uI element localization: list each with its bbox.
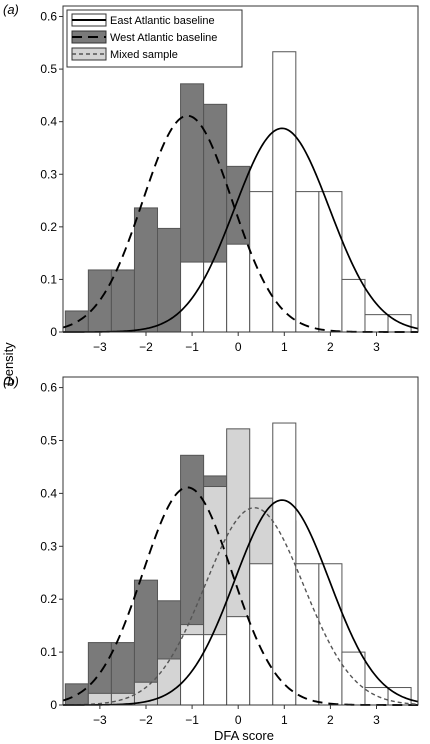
bar-east-atlantic-baseline [341, 651, 366, 706]
x-tick-label: −3 [93, 713, 107, 727]
legend-label: Mixed sample [110, 49, 178, 61]
y-tick-label: 0.3 [40, 539, 57, 553]
y-tick-label: 0.1 [40, 645, 57, 659]
y-tick-label: 0.2 [40, 220, 57, 234]
bar-mixed-sample [157, 658, 182, 706]
bar-east-atlantic-baseline [295, 563, 320, 706]
y-tick-label: 0.5 [40, 433, 57, 447]
x-tick-label: 3 [373, 340, 380, 354]
panel-b-label: (b) [3, 374, 19, 389]
x-tick-label: −3 [93, 340, 107, 354]
bar-east-atlantic-baseline [226, 616, 251, 706]
y-tick-label: 0.3 [40, 167, 57, 181]
legend-label: East Atlantic baseline [110, 15, 215, 27]
bar-east-atlantic-baseline [249, 563, 274, 706]
bar-east-atlantic-baseline [272, 51, 297, 333]
y-tick-label: 0.5 [40, 62, 57, 76]
bar-east-atlantic-baseline [364, 687, 389, 706]
bar-west-atlantic-baseline [87, 269, 112, 333]
bar-west-atlantic-baseline [110, 269, 135, 333]
bar-west-atlantic-baseline [157, 227, 182, 333]
y-tick-label: 0.2 [40, 592, 57, 606]
x-tick-label: 2 [327, 713, 334, 727]
legend: East Atlantic baseline West Atlantic base… [66, 9, 243, 68]
y-tick-label: 0.6 [40, 381, 57, 395]
bar-east-atlantic-baseline [272, 422, 297, 706]
density-curve-east-atlantic-baseline [62, 499, 419, 706]
y-tick-label: 0 [50, 698, 57, 712]
bar-east-atlantic-baseline [364, 314, 389, 333]
x-tick-label: −1 [185, 713, 199, 727]
legend-label: West Atlantic baseline [110, 32, 217, 44]
y-tick-label: 0.1 [40, 272, 57, 286]
bar-east-atlantic-baseline [295, 191, 320, 333]
panel-b-chart: 0 0.1 0.2 0.3 0.4 0.5 0.6 −3 −2 −1 0 1 2 3 [40, 376, 419, 727]
x-tick-label: −1 [185, 340, 199, 354]
panel-a-chart: 0 0.1 0.2 0.3 0.4 0.5 0.6 −3 −2 −1 0 1 2 3 [40, 5, 419, 354]
panel-a-label: (a) [3, 2, 19, 17]
bar-west-atlantic-baseline [64, 683, 89, 706]
density-curve-east-atlantic-baseline [62, 127, 419, 333]
bar-east-atlantic-baseline [226, 243, 251, 333]
bar-east-atlantic-baseline [249, 191, 274, 333]
x-tick-label: 1 [281, 340, 288, 354]
bar-west-atlantic-baseline [64, 310, 89, 333]
x-tick-label: 0 [235, 340, 242, 354]
x-tick-label: 3 [373, 713, 380, 727]
bar-east-atlantic-baseline [341, 278, 366, 333]
y-tick-label: 0.4 [40, 115, 57, 129]
x-tick-label: 0 [235, 713, 242, 727]
x-tick-label: 1 [281, 713, 288, 727]
density-curve-mixed-sample [62, 507, 419, 706]
x-axis-title: DFA score [214, 728, 274, 743]
y-axis-title: Density [1, 342, 16, 386]
x-tick-label: 2 [327, 340, 334, 354]
x-tick-label: −2 [139, 340, 153, 354]
y-tick-label: 0 [50, 325, 57, 339]
plot-frame-0 [62, 5, 419, 333]
plot-frame-1 [62, 376, 419, 706]
y-tick-label: 0.4 [40, 486, 57, 500]
y-tick-label: 0.6 [40, 10, 57, 24]
bar-west-atlantic-baseline [133, 207, 159, 333]
x-tick-label: −2 [139, 713, 153, 727]
